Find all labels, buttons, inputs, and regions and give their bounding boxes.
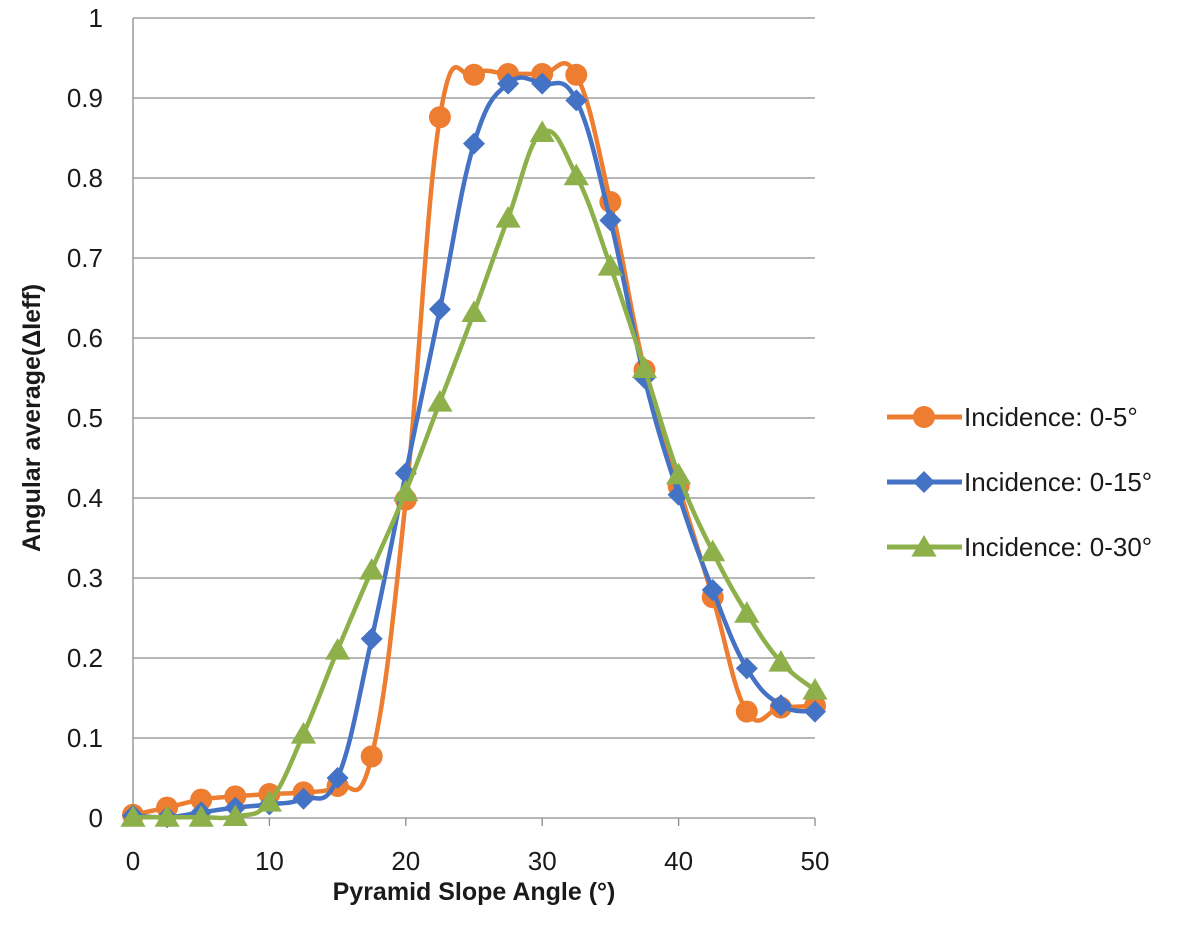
- data-point: [565, 89, 588, 112]
- legend-label: Incidence: 0-15°: [964, 467, 1152, 497]
- y-tick-label: 0.3: [67, 563, 103, 593]
- legend-label: Incidence: 0-5°: [964, 402, 1138, 432]
- series-line: [130, 128, 818, 821]
- data-point: [427, 390, 453, 412]
- y-tick-label: 0.1: [67, 723, 103, 753]
- x-tick-label: 30: [528, 846, 557, 876]
- data-point: [565, 63, 588, 86]
- data-point: [463, 63, 485, 86]
- x-tick-label: 10: [255, 846, 284, 876]
- x-axis-title: Pyramid Slope Angle (°): [333, 878, 616, 906]
- y-tick-label: 0.6: [67, 323, 103, 353]
- data-point: [666, 462, 692, 485]
- x-tick-label: 20: [391, 846, 420, 876]
- axes: 00.10.20.30.40.50.60.70.80.910 10 20 30 40 50: [67, 3, 830, 876]
- data-point: [701, 579, 724, 601]
- data-point: [393, 479, 419, 502]
- data-point: [768, 650, 794, 672]
- y-tick-label: 0.5: [67, 403, 103, 433]
- series-line: [130, 61, 818, 818]
- data-point: [531, 72, 554, 95]
- data-point: [428, 106, 451, 129]
- data-point: [597, 254, 623, 276]
- x-tick-label: 50: [801, 846, 830, 876]
- legend-marker: [913, 471, 935, 493]
- legend-marker: [913, 406, 935, 428]
- data-point: [461, 300, 487, 322]
- data-point: [734, 601, 760, 623]
- plot-area: [120, 61, 828, 829]
- data-point: [428, 298, 451, 321]
- y-tick-label: 0: [89, 803, 103, 833]
- y-tick-label: 1: [89, 3, 103, 33]
- legend-entry: Incidence: 0-15°: [887, 467, 1152, 497]
- series-line: [130, 75, 818, 820]
- data-point: [804, 700, 826, 723]
- x-tick-label: 0: [126, 846, 140, 876]
- data-point: [154, 805, 180, 827]
- y-axis-title: Angular average(ΔIeff): [18, 284, 46, 552]
- legend: Incidence: 0-5° Incidence: 0-15° Incidence…: [887, 402, 1152, 562]
- data-point: [120, 805, 146, 827]
- data-point: [497, 72, 520, 95]
- data-point: [290, 722, 317, 744]
- data-point: [631, 356, 658, 378]
- data-point: [495, 206, 521, 228]
- data-point: [359, 558, 385, 580]
- data-point: [222, 804, 248, 826]
- data-point: [599, 209, 622, 232]
- data-point: [292, 787, 315, 810]
- data-point: [463, 132, 485, 155]
- legend-entry: Incidence: 0-5°: [887, 402, 1138, 432]
- data-point: [360, 627, 383, 650]
- data-point: [529, 120, 555, 142]
- legend-label: Incidence: 0-30°: [964, 532, 1152, 562]
- data-point: [188, 805, 214, 827]
- data-point: [769, 694, 792, 717]
- series-2: [122, 72, 826, 829]
- data-point: [224, 785, 247, 808]
- y-tick-label: 0.4: [67, 483, 103, 513]
- data-point: [735, 657, 758, 680]
- y-tick-label: 0.8: [67, 163, 103, 193]
- data-point: [326, 767, 349, 789]
- data-point: [360, 745, 383, 768]
- gridlines: [133, 17, 815, 819]
- legend-marker: [911, 535, 937, 557]
- series-3: [120, 120, 828, 827]
- data-point: [802, 678, 828, 700]
- y-tick-label: 0.9: [67, 83, 103, 113]
- x-tick-label: 40: [664, 846, 693, 876]
- y-tick-label: 0.7: [67, 243, 103, 273]
- data-point: [325, 638, 351, 660]
- legend-entry: Incidence: 0-30°: [887, 532, 1152, 562]
- data-point: [735, 700, 758, 723]
- data-point: [700, 539, 726, 562]
- data-point: [563, 163, 589, 186]
- y-tick-label: 0.2: [67, 643, 103, 673]
- data-point: [256, 790, 282, 812]
- data-point: [190, 788, 213, 811]
